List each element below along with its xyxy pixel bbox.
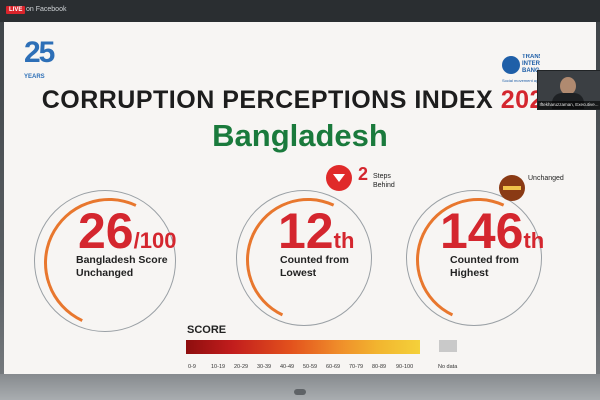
rank-change-line1: Steps xyxy=(373,173,391,180)
score-tick: 0-9 xyxy=(188,364,196,370)
rank-high-suffix: th xyxy=(523,228,545,253)
score-number: 26 xyxy=(78,203,134,259)
rank-high-value: 146th xyxy=(440,202,544,260)
rank-change-line2: Behind xyxy=(373,182,395,189)
ti-logo: TRANSPARENCY INTERNATIONAL BANGLADESH So… xyxy=(502,52,566,92)
rank-high-number: 146 xyxy=(440,203,524,259)
speaker-head xyxy=(560,77,576,95)
ti-globe-icon xyxy=(502,56,520,74)
down-arrow-icon xyxy=(326,165,352,191)
rank-high-caption: Counted from Highest xyxy=(450,254,519,280)
score-circle xyxy=(34,190,176,332)
rank-low-suffix: th xyxy=(333,228,355,253)
score-color-scale xyxy=(186,340,420,354)
score-tick: 80-89 xyxy=(372,364,387,370)
anniversary-logo: 25 YEARS xyxy=(22,36,78,80)
rank-change-label: Steps Behind xyxy=(373,172,395,190)
score-tick: 10-19 xyxy=(211,364,226,370)
rank-low-caption: Counted from Lowest xyxy=(280,254,349,280)
score-tick: 70-79 xyxy=(349,364,364,370)
score-caption: Bangladesh Score Unchanged xyxy=(76,254,168,280)
score-tick: 40-49 xyxy=(280,364,295,370)
rank-high-caption-line2: Highest xyxy=(450,267,489,279)
anniversary-logo-number: 25 xyxy=(24,36,55,69)
rank-high-change-label: Unchanged xyxy=(528,175,564,182)
rank-low-value: 12th xyxy=(278,202,354,260)
ti-logo-tagline: Social movement against corruption xyxy=(502,78,566,83)
score-tick: 20-29 xyxy=(234,364,249,370)
webcam-overlay[interactable]: Iftekharuzzaman, Executive... xyxy=(537,70,600,110)
score-tick: 50-59 xyxy=(303,364,318,370)
no-data-swatch xyxy=(439,340,457,352)
stream-top-bar: LIVE on Facebook xyxy=(0,0,600,22)
slide-title: CORRUPTION PERCEPTIONS INDEX 2020 xyxy=(4,86,596,115)
score-tick: 30-39 xyxy=(257,364,272,370)
speaker-name: Iftekharuzzaman, Executive... xyxy=(538,101,600,109)
score-tick: 90-100 xyxy=(396,364,414,370)
monitor-bezel xyxy=(0,374,600,400)
slide-title-text: CORRUPTION PERCEPTIONS INDEX xyxy=(41,86,501,114)
score-caption-line1: Bangladesh Score xyxy=(76,254,168,266)
rank-high-circle xyxy=(406,190,542,326)
ti-logo-name: TRANSPARENCY INTERNATIONAL BANGLADESH xyxy=(522,54,540,74)
score-caption-line2: Unchanged xyxy=(76,267,134,279)
anniversary-logo-text: YEARS xyxy=(24,74,45,80)
country-name: Bangladesh xyxy=(212,118,388,153)
presentation-slide: 25 YEARS TRANSPARENCY INTERNATIONAL BANG… xyxy=(4,22,596,374)
rank-high-caption-line1: Counted from xyxy=(450,254,519,266)
rank-low-number: 12 xyxy=(278,203,334,259)
no-data-label: No data xyxy=(438,364,458,370)
score-legend-label: SCORE xyxy=(187,324,227,336)
rank-change-number: 2 xyxy=(358,164,369,184)
monitor-logo-icon xyxy=(294,389,306,395)
rank-low-circle xyxy=(236,190,372,326)
unchanged-icon xyxy=(499,175,525,201)
score-tick: 60-69 xyxy=(326,364,341,370)
score-suffix: /100 xyxy=(133,228,177,253)
live-badge: LIVE xyxy=(6,6,26,14)
rank-low-caption-line2: Lowest xyxy=(280,267,317,279)
rank-low-caption-line1: Counted from xyxy=(280,254,349,266)
score-value: 26/100 xyxy=(78,202,176,260)
live-source-label: on Facebook xyxy=(26,6,67,13)
